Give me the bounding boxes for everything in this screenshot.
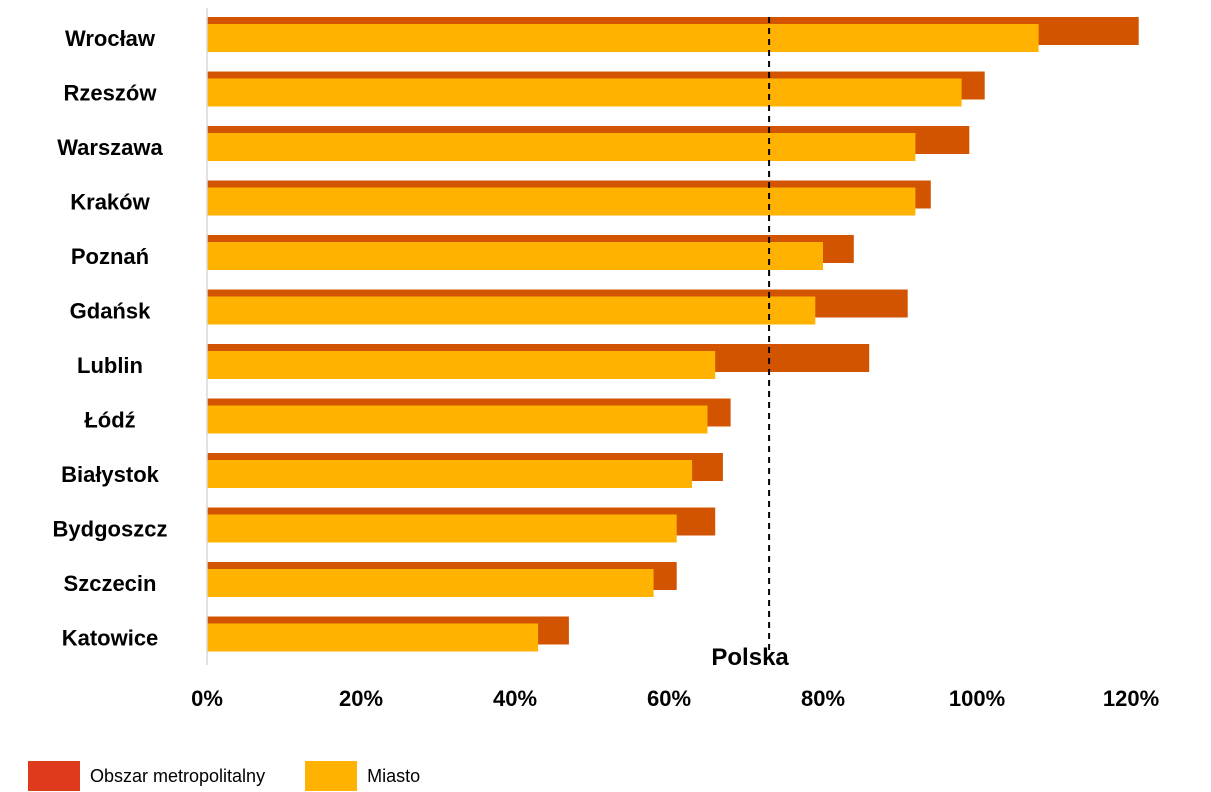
bar-city [207,514,677,543]
category-label: Gdańsk [70,299,151,324]
x-tick-label: 0% [191,686,223,711]
category-label: Rzeszów [64,81,158,106]
category-label: Katowice [62,626,159,651]
x-tick-label: 100% [949,686,1005,711]
bar-city [207,296,816,325]
category-label: Warszawa [57,135,163,160]
reference-line-label: Polska [711,644,789,671]
category-label: Bydgoszcz [53,517,168,542]
legend-swatch-metro [28,761,80,791]
legend-item-city: Miasto [305,761,420,791]
bar-city [207,78,962,107]
category-label: Białystok [61,462,160,487]
bar-city [207,460,693,488]
bar-city [207,242,823,270]
category-labels: Wrocław Rzeszów Warszawa Kraków Poznań Gdańsk… [53,26,168,651]
x-tick-label: 60% [647,686,691,711]
bar-city [207,187,916,216]
category-label: Poznań [71,244,149,269]
x-tick-label: 20% [339,686,383,711]
legend-label-city: Miasto [367,765,421,786]
bar-city [207,623,539,652]
x-tick-label: 40% [493,686,537,711]
bars-group [207,17,1139,652]
bar-chart: Polska Wrocław Rzeszów Warszawa Kraków Pozna… [53,8,1159,711]
legend-label-metro: Obszar metropolitalny [90,765,266,786]
legend: Obszar metropolitalny Miasto [28,760,460,792]
category-label: Łódź [84,408,135,433]
legend-swatch-city [305,761,358,791]
x-tick-labels: 0% 20% 40% 60% 80% 100% 120% [191,686,1159,711]
bar-city [207,351,716,379]
category-label: Szczecin [64,571,157,596]
bar-city [207,24,1039,52]
category-label: Kraków [70,190,150,215]
bar-city [207,569,654,597]
x-tick-label: 120% [1103,686,1159,711]
category-label: Wrocław [65,26,156,51]
bar-city [207,133,916,161]
bar-city [207,405,708,434]
x-tick-label: 80% [801,686,845,711]
legend-item-metro: Obszar metropolitalny [28,761,265,791]
category-label: Lublin [77,353,143,378]
